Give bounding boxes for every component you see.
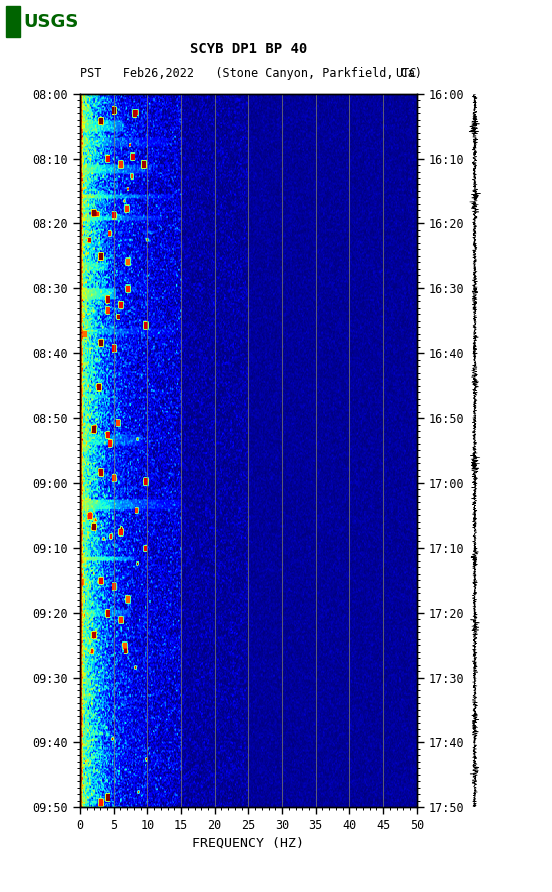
- X-axis label: FREQUENCY (HZ): FREQUENCY (HZ): [193, 836, 304, 849]
- Text: UTC: UTC: [395, 67, 417, 79]
- Text: USGS: USGS: [24, 13, 79, 31]
- Bar: [6, 6, 20, 37]
- Text: PST   Feb26,2022   (Stone Canyon, Parkfield, Ca): PST Feb26,2022 (Stone Canyon, Parkfield,…: [80, 67, 422, 79]
- Text: SCYB DP1 BP 40: SCYB DP1 BP 40: [190, 42, 307, 56]
